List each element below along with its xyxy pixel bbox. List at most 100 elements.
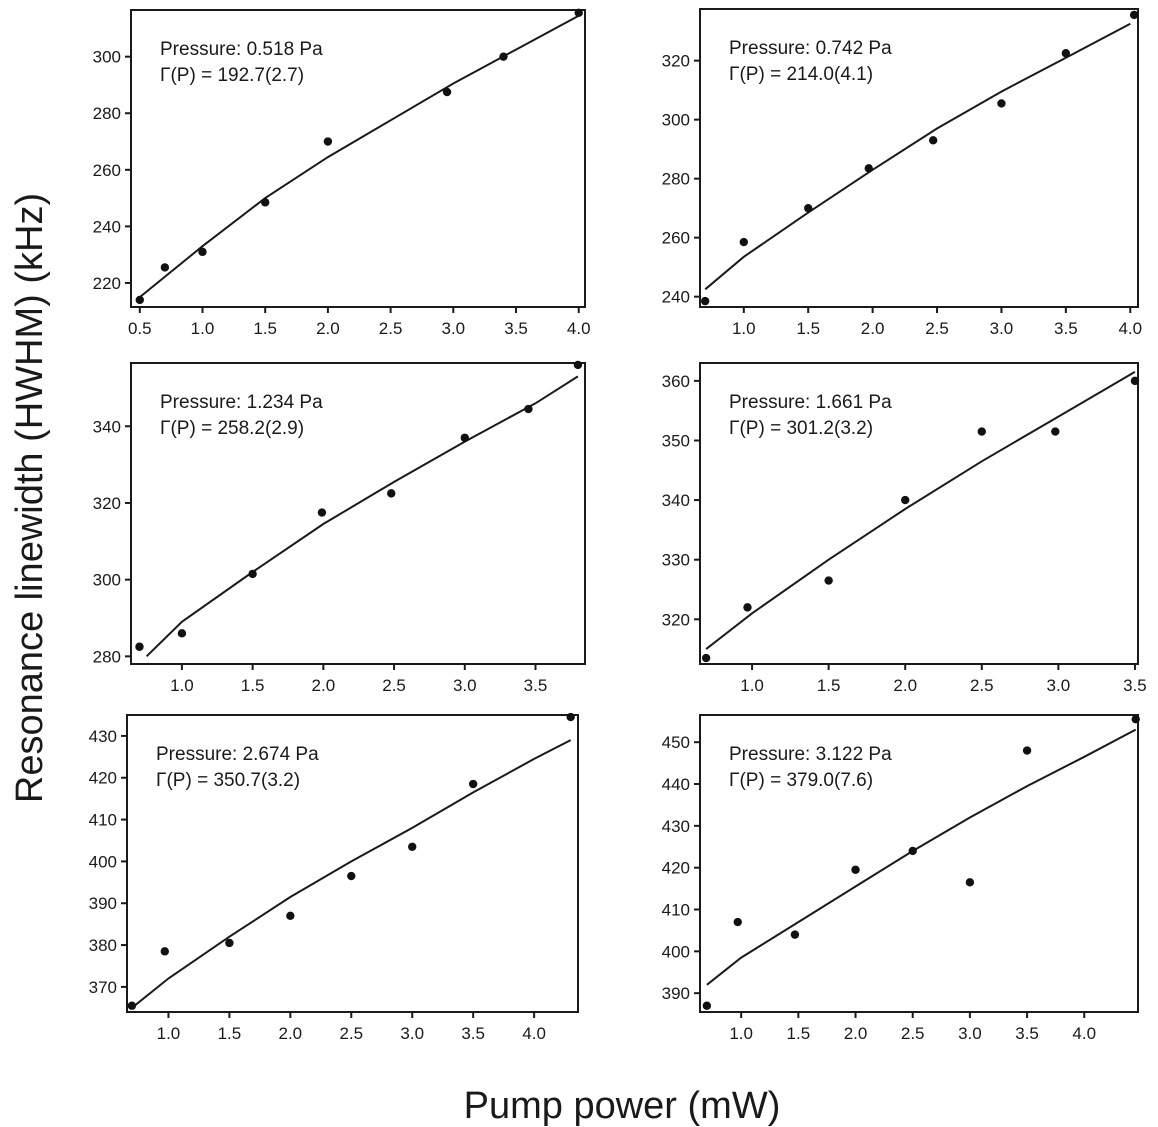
data-point bbox=[997, 99, 1006, 108]
x-tick-label: 2.5 bbox=[970, 676, 994, 695]
x-tick-label: 2.5 bbox=[339, 1024, 363, 1043]
y-tick-label: 410 bbox=[662, 901, 690, 920]
data-point bbox=[733, 917, 742, 927]
panel-1: 0.5 1.0 1.5 2.0 2.5 3.0 3.5 4.0 220 240 260 280 300 P… bbox=[93, 8, 591, 338]
x-tick-label: 4.0 bbox=[522, 1024, 546, 1043]
plot-frame bbox=[126, 714, 579, 1013]
x-tick-label: 3.5 bbox=[1015, 1024, 1039, 1043]
plot-frame bbox=[699, 714, 1139, 1013]
data-point bbox=[790, 930, 800, 939]
gamma-label: Γ(P) = 379.0(7.6) bbox=[729, 770, 873, 791]
data-point bbox=[1022, 746, 1032, 755]
y-tick-label: 420 bbox=[662, 859, 690, 878]
data-point bbox=[573, 360, 583, 370]
data-point bbox=[177, 629, 187, 638]
x-tick-label: 1.0 bbox=[157, 1024, 181, 1043]
data-point bbox=[286, 911, 295, 920]
panel-3: 1.0 1.5 2.0 2.5 3.0 3.5 280 300 320 340 Pressure: … bbox=[93, 360, 586, 695]
y-tick-label: 280 bbox=[93, 104, 121, 123]
data-point bbox=[864, 164, 873, 173]
fit-curve bbox=[704, 22, 1131, 291]
data-point bbox=[408, 842, 417, 851]
y-tick-label: 220 bbox=[93, 274, 121, 293]
y-tick-label: 300 bbox=[93, 48, 121, 67]
pressure-label: Pressure: 1.661 Pa bbox=[729, 392, 892, 413]
x-tick-label: 3.5 bbox=[1123, 676, 1147, 695]
pressure-label: Pressure: 2.674 Pa bbox=[156, 744, 319, 765]
gamma-label: Γ(P) = 214.0(4.1) bbox=[729, 64, 873, 85]
x-tick-label: 1.0 bbox=[170, 676, 194, 695]
x-tick-label: 3.0 bbox=[1047, 676, 1071, 695]
data-point bbox=[965, 878, 975, 887]
x-axis-title: Pump power (mW) bbox=[464, 1085, 781, 1127]
x-tick-label: 2.0 bbox=[844, 1024, 868, 1043]
pressure-label: Pressure: 1.234 Pa bbox=[160, 392, 323, 413]
y-tick-label: 400 bbox=[662, 942, 690, 961]
y-tick-label: 450 bbox=[662, 733, 690, 752]
x-tick-label: 3.0 bbox=[958, 1024, 982, 1043]
plot-frame bbox=[130, 362, 586, 665]
y-tick-label: 380 bbox=[89, 936, 117, 955]
data-point bbox=[198, 247, 207, 257]
data-point bbox=[1061, 49, 1071, 58]
y-tick-label: 330 bbox=[662, 551, 690, 570]
data-point bbox=[460, 433, 469, 442]
y-tick-label: 350 bbox=[662, 431, 690, 450]
y-tick-label: 340 bbox=[93, 417, 121, 436]
data-point bbox=[566, 712, 575, 722]
x-tick-label: 1.0 bbox=[729, 1024, 753, 1043]
y-tick-label: 260 bbox=[662, 229, 690, 248]
y-tick-label: 360 bbox=[662, 372, 690, 391]
panel-6: 1.0 1.5 2.0 2.5 3.0 3.5 4.0 390 400 410 420 430 440 4… bbox=[662, 714, 1140, 1043]
y-tick-label: 260 bbox=[93, 161, 121, 180]
x-tick-label: 2.5 bbox=[379, 319, 403, 338]
x-tick-label: 1.5 bbox=[817, 676, 841, 695]
data-point bbox=[1130, 376, 1140, 386]
y-tick-label: 410 bbox=[89, 811, 117, 830]
y-tick-label: 430 bbox=[89, 727, 117, 746]
gamma-label: Γ(P) = 301.2(3.2) bbox=[729, 418, 873, 439]
y-tick-label: 370 bbox=[89, 978, 117, 997]
panel-4: 1.0 1.5 2.0 2.5 3.0 3.5 320 330 340 350 360 Pressur… bbox=[662, 362, 1147, 695]
data-point bbox=[574, 8, 583, 18]
x-tick-label: 3.5 bbox=[1054, 319, 1078, 338]
data-point bbox=[524, 404, 533, 414]
data-point bbox=[824, 576, 833, 585]
x-tick-label: 4.0 bbox=[567, 319, 591, 338]
panel-2: 1.0 1.5 2.0 2.5 3.0 3.5 4.0 240 260 280 300 320 Pres… bbox=[662, 8, 1142, 338]
x-tick-label: 2.0 bbox=[861, 319, 885, 338]
x-tick-label: 2.0 bbox=[279, 1024, 303, 1043]
data-point bbox=[701, 653, 711, 663]
data-point bbox=[1129, 10, 1139, 20]
data-point bbox=[127, 1001, 137, 1010]
fit-curve bbox=[145, 375, 579, 658]
x-tick-label: 3.5 bbox=[461, 1024, 485, 1043]
x-tick-label: 3.5 bbox=[524, 676, 548, 695]
x-tick-label: 2.0 bbox=[893, 676, 917, 695]
data-point bbox=[248, 569, 257, 579]
x-tick-label: 1.0 bbox=[740, 676, 764, 695]
data-point bbox=[160, 947, 169, 956]
data-point bbox=[743, 603, 752, 612]
data-point bbox=[702, 1001, 712, 1010]
data-point bbox=[387, 489, 396, 498]
data-point bbox=[928, 136, 938, 145]
y-tick-label: 280 bbox=[93, 647, 121, 666]
plot-frame bbox=[130, 9, 586, 308]
data-point bbox=[135, 295, 144, 305]
x-tick-label: 1.5 bbox=[796, 319, 820, 338]
data-point bbox=[499, 52, 508, 61]
fit-curve bbox=[705, 371, 1136, 650]
pressure-label: Pressure: 0.742 Pa bbox=[729, 38, 892, 59]
pressure-label: Pressure: 3.122 Pa bbox=[729, 744, 892, 765]
x-tick-label: 4.0 bbox=[1118, 319, 1142, 338]
data-point bbox=[442, 87, 452, 97]
x-tick-label: 2.5 bbox=[901, 1024, 925, 1043]
x-tick-label: 3.5 bbox=[504, 319, 528, 338]
data-point bbox=[160, 263, 170, 272]
gamma-label: Γ(P) = 258.2(2.9) bbox=[160, 418, 304, 439]
fit-curve bbox=[131, 739, 572, 1009]
data-point bbox=[225, 938, 234, 948]
data-point bbox=[317, 508, 327, 517]
y-tick-label: 340 bbox=[662, 491, 690, 510]
